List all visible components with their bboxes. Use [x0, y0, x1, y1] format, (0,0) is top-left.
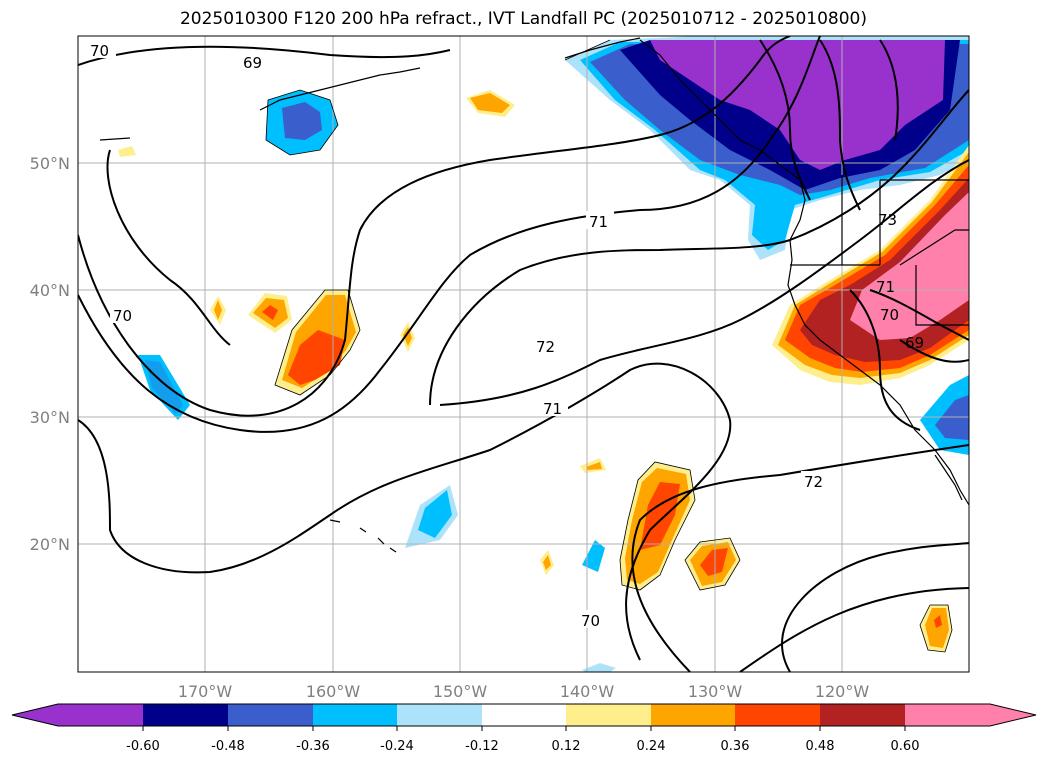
colorbar-label: -0.60: [126, 739, 160, 754]
colorbar-extend-low: [12, 704, 58, 726]
contour-labels: 70 69 71 73 70 71 70 72 71 72 70 69: [88, 40, 924, 630]
fill-deepskyblue-hawaii: [418, 490, 452, 538]
colorbar-label: -0.36: [296, 739, 330, 754]
contour-label: 70: [90, 42, 109, 60]
latitude-ticks: 50°N 40°N 30°N 20°N: [30, 154, 70, 554]
fill-orangered-small-1: [262, 305, 278, 320]
colorbar-outline: [11, 703, 1037, 727]
map-frame: [77, 35, 970, 673]
contour-label-bg: [578, 610, 606, 628]
lon-tick: 120°W: [815, 682, 870, 701]
lon-tick: 150°W: [433, 682, 488, 701]
fill-royalblue-west: [145, 360, 183, 414]
fill-royalblue-small: [282, 102, 322, 140]
colorbar-label: 0.24: [637, 739, 666, 754]
contour-label: 71: [543, 400, 562, 418]
colorbar-segment: [735, 704, 820, 726]
lat-tick: 40°N: [30, 281, 70, 300]
colorbar-segment: [228, 704, 313, 726]
fill-orangered-se1: [700, 548, 728, 576]
lat-tick: 20°N: [30, 535, 70, 554]
fill-pink: [850, 192, 969, 340]
positive-anomaly-central-pacific: [275, 290, 360, 395]
contour-label: 72: [536, 338, 555, 356]
contour-label-bg: [533, 336, 561, 354]
colorbar-segment: [820, 704, 905, 726]
colorbar-label: -0.48: [211, 739, 245, 754]
colorbar-segment: [143, 704, 228, 726]
contour-label-bg: [88, 40, 116, 58]
fill-orange-small-2: [214, 300, 222, 320]
contour-label-bg: [110, 305, 138, 323]
contour-label: 70: [581, 612, 600, 630]
contour-label: 71: [876, 278, 895, 296]
contour-label: 69: [243, 54, 262, 72]
contour-label-bg: [586, 211, 614, 229]
colorbar-label: 0.36: [721, 739, 750, 754]
lon-tick: 140°W: [560, 682, 615, 701]
colorbar-label: -0.24: [380, 739, 414, 754]
lon-tick: 160°W: [306, 682, 361, 701]
contour-label: 70: [113, 307, 132, 325]
fill-purple: [650, 40, 945, 170]
plot-title: 2025010300 F120 200 hPa refract., IVT La…: [179, 9, 867, 29]
lon-tick: 130°W: [688, 682, 743, 701]
negative-anomaly-bottom: [582, 663, 616, 672]
contours: [78, 36, 969, 672]
colorbar-ticks: [142, 726, 906, 731]
coastlines: [99, 37, 969, 553]
lat-tick: 50°N: [30, 154, 70, 173]
colorbar-label: 0.12: [552, 739, 581, 754]
positive-anomaly-tiny-1: [118, 146, 136, 157]
colorbar-extend-high: [990, 704, 1036, 726]
map-layers: [78, 36, 969, 672]
colorbar-segment: [482, 704, 566, 726]
contour-label: 71: [589, 213, 608, 231]
negative-anomaly-northeast: [565, 36, 969, 260]
colorbar-segment: [313, 704, 397, 726]
colorbar-segment: [651, 704, 735, 726]
negative-anomaly-south: [582, 540, 605, 572]
fill-orange-north: [470, 93, 510, 113]
contour-label: 70: [880, 306, 899, 324]
longitude-ticks: 170°W 160°W 150°W 140°W 130°W 120°W: [178, 682, 870, 701]
colorbar-label: -0.12: [465, 739, 499, 754]
colorbar-label: 0.60: [891, 739, 920, 754]
contour-label-bg: [801, 471, 829, 489]
fill-orangered-se2: [934, 615, 942, 628]
lon-tick: 170°W: [178, 682, 233, 701]
lat-tick: 30°N: [30, 408, 70, 427]
colorbar: -0.60 -0.48 -0.36 -0.24 -0.12 0.12 0.24 …: [11, 703, 1037, 754]
fill-orange-se2: [925, 608, 949, 648]
fill-orange-tiny-3: [543, 555, 551, 570]
fill-orange-tiny-2: [586, 462, 602, 470]
gridlines: [78, 36, 969, 672]
contour-label-bg: [240, 52, 268, 70]
colorbar-segment: [58, 704, 143, 726]
colorbar-segment: [397, 704, 482, 726]
fill-orange-small-3: [403, 327, 412, 346]
colorbar-label: 0.48: [806, 739, 835, 754]
contour-label: 69: [905, 334, 924, 352]
contour-label: 73: [878, 211, 897, 229]
colorbar-segment: [905, 704, 990, 726]
contour-label-bg: [540, 398, 568, 416]
contour-label: 72: [804, 473, 823, 491]
fill-orangered-cp: [288, 330, 345, 385]
anomaly-outlines: [265, 39, 953, 653]
colorbar-segment: [566, 704, 651, 726]
